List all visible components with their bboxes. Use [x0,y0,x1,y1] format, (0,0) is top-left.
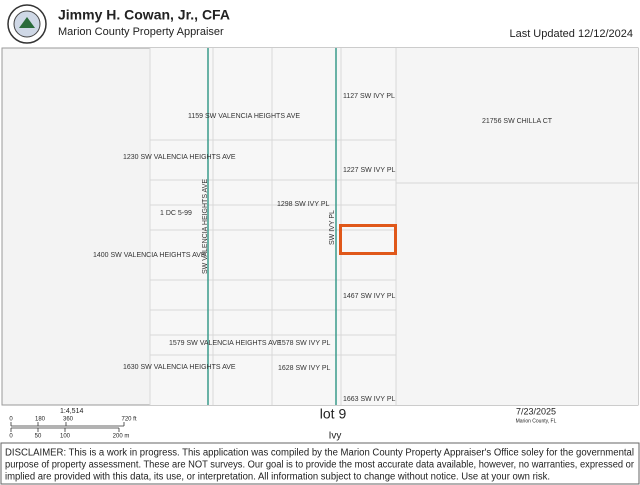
disclaimer-box [0,442,640,485]
parcel-label: 1630 SW VALENCIA HEIGHTS AVE [123,364,236,371]
street-label: SW IVY PL [329,210,336,245]
selected-parcel[interactable] [339,224,397,255]
disclaimer: DISCLAIMER: This is a work in progress. … [5,448,634,459]
scale-feet: 180 [35,417,46,423]
scale-feet: 720 ft [121,417,136,423]
parcel-label: 1663 SW IVY PL [343,396,396,403]
parcel-label: 1467 SW IVY PL [343,293,396,300]
parcel-label: 21756 SW CHILLA CT [482,118,553,125]
scale-meters: 50 [35,434,42,440]
parcel-label: 1579 SW VALENCIA HEIGHTS AVE [169,340,282,347]
scale-bar [10,422,125,432]
scale-meters: 0 [9,434,13,440]
disclaimer: implied are provided with this data, its… [5,472,550,483]
county: Marion County, FL [516,418,557,424]
parcel-label: 1159 SW VALENCIA HEIGHTS AVE [188,113,300,120]
map-subtitle: Ivy [329,431,342,442]
parcel-label: 1578 SW IVY PL [278,340,331,347]
scale-meters: 200 m [113,434,130,440]
street-label: SW VALENCIA HEIGHTS AVE [202,179,209,274]
parcel-label: 1298 SW IVY PL [277,201,330,208]
scale-feet: 360 [63,417,74,423]
logo [7,4,47,44]
disclaimer: purpose of property assessment. These ar… [5,460,635,471]
appraiser-name: Jimmy H. Cowan, Jr., CFA [58,7,230,23]
scale-ratio: 1:4,514 [60,408,83,415]
parcel-label: 1400 SW VALENCIA HEIGHTS AVE [93,252,206,259]
parcel-label: 1 DC 5-99 [160,210,192,217]
parcel-label: 1230 SW VALENCIA HEIGHTS AVE [123,154,236,161]
map [1,47,639,406]
parcel-label: 1227 SW IVY PL [343,167,396,174]
map-title: lot 9 [320,406,347,422]
scale-meters: 100 [60,434,71,440]
parcel-label: 1628 SW IVY PL [278,365,331,372]
scale-feet: 0 [9,417,13,423]
parcel-label: 1127 SW IVY PL [343,93,395,100]
office-name: Marion County Property Appraiser [58,26,224,38]
print-date: 7/23/2025 [516,406,556,416]
last-updated: Last Updated 12/12/2024 [509,28,633,40]
